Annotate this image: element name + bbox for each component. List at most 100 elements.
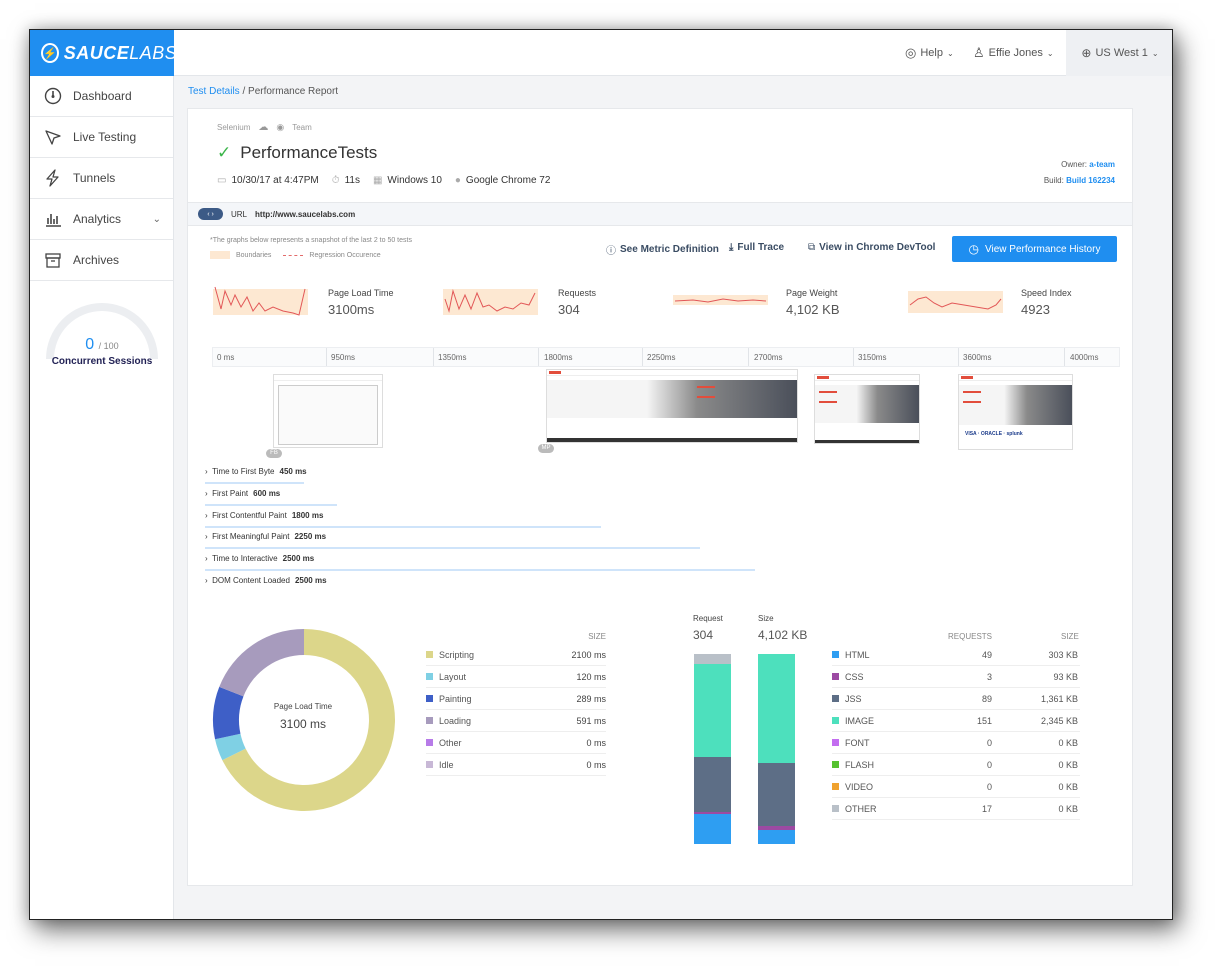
chrome-devtool-link[interactable]: ⧉ View in Chrome DevTool <box>808 242 935 253</box>
resource-row: VIDEO 0 0 KB <box>832 776 1080 798</box>
donut-slice-loading[interactable] <box>219 629 304 697</box>
saucelabs-logo[interactable]: ⚡ SAUCE LABS <box>30 30 177 76</box>
external-link-icon: ⧉ <box>808 242 816 253</box>
resource-size: 93 KB <box>1053 671 1078 682</box>
size-bar-segment-jss[interactable] <box>758 762 795 826</box>
frame-logo-row: VISA · ORACLE · splunk <box>965 431 1023 437</box>
filmstrip-frame-blank[interactable] <box>273 374 383 448</box>
filmstrip-frame-3600ms[interactable]: VISA · ORACLE · splunk <box>958 374 1073 450</box>
request-bar-segment-html[interactable] <box>694 813 731 844</box>
view-performance-history-button[interactable]: ◷ View Performance History <box>952 236 1117 262</box>
regression-swatch <box>283 254 304 256</box>
resource-type: OTHER <box>845 803 877 814</box>
url-toggle-button[interactable]: ‹ › <box>198 208 223 220</box>
user-menu[interactable]: ♙ Effie Jones ⌄ <box>973 45 1054 61</box>
build-label: Build: <box>1043 176 1064 185</box>
boundaries-swatch <box>210 251 230 259</box>
milestone-row[interactable]: › DOM Content Loaded 2500 ms <box>205 574 905 596</box>
performance-report-card: Selenium ☁ ◉ Team ✓ PerformanceTests ▭ 1… <box>187 108 1133 886</box>
donut-slice-layout[interactable] <box>215 733 246 761</box>
sidebar-item-analytics[interactable]: Analytics ⌄ <box>30 199 173 240</box>
request-bar-segment-jss[interactable] <box>694 757 731 813</box>
size-total: 4,102 KB <box>758 628 808 642</box>
legend-swatch <box>832 695 839 702</box>
sidebar-item-dashboard[interactable]: Dashboard <box>30 76 173 117</box>
milestone-value: 450 ms <box>279 467 307 476</box>
owner-link[interactable]: a-team <box>1089 160 1115 169</box>
resource-size: 303 KB <box>1048 649 1078 660</box>
test-date: 10/30/17 at 4:47PM <box>231 175 319 186</box>
help-menu[interactable]: ◎ Help ⌄ <box>905 45 954 61</box>
sessions-total: / 100 <box>98 341 119 351</box>
resource-row: JSS 89 1,361 KB <box>832 688 1080 710</box>
breakdown-value: 0 ms <box>586 737 606 748</box>
filmstrip-frame-1800ms[interactable] <box>546 369 798 443</box>
resource-size: 0 KB <box>1058 803 1078 814</box>
request-bar-segment-css[interactable] <box>694 812 731 814</box>
eye-icon: ◉ <box>276 122 285 132</box>
regression-label: Regression Occurence <box>309 251 381 259</box>
region-selector[interactable]: ⊕ US West 1 ⌄ <box>1066 30 1172 76</box>
calendar-icon: ▭ <box>217 175 227 186</box>
milestone-row[interactable]: › First Meaningful Paint 2250 ms <box>205 530 905 552</box>
breakdown-row: Loading 591 ms <box>426 710 606 732</box>
check-icon: ✓ <box>217 143 232 162</box>
breadcrumb: Test Details / Performance Report <box>188 86 338 97</box>
frame-footer <box>547 438 797 442</box>
timeline-tick: 950ms <box>331 353 356 362</box>
breadcrumb-test-details-link[interactable]: Test Details <box>188 86 240 97</box>
timeline-tick: 1800ms <box>544 353 573 362</box>
breakdown-value: 0 ms <box>586 759 606 770</box>
legend-swatch <box>832 783 839 790</box>
sidebar-item-archives[interactable]: Archives <box>30 240 173 281</box>
milestone-row[interactable]: › First Paint 600 ms <box>205 487 905 509</box>
resource-row: IMAGE 151 2,345 KB <box>832 710 1080 732</box>
app-window: ⚡ SAUCE LABS ◎ Help ⌄ ♙ Effie Jones ⌄ ⊕ … <box>29 29 1173 920</box>
milestone-row[interactable]: › First Contentful Paint 1800 ms <box>205 509 905 531</box>
filmstrip-frame-3150ms[interactable] <box>814 374 920 444</box>
build-info: Build: Build 162234 <box>1044 176 1115 185</box>
request-bar-segment-image[interactable] <box>694 664 731 758</box>
speed-index-metric: Speed Index 4923 <box>1021 288 1072 317</box>
metric-definition-link[interactable]: ⓘ See Metric Definition <box>606 242 719 257</box>
breakdown-label: Scripting <box>439 649 475 660</box>
region-label: US West 1 <box>1095 47 1148 59</box>
timeline-tick: 3150ms <box>858 353 887 362</box>
page-load-metric: Page Load Time 3100ms <box>328 288 394 317</box>
milestone-value: 600 ms <box>253 489 281 498</box>
chevron-down-icon: ⌄ <box>1151 48 1159 58</box>
donut-slice-scripting[interactable] <box>222 629 395 811</box>
timeline-tick: 3600ms <box>963 353 992 362</box>
lightning-icon <box>44 169 62 187</box>
timeline-divider <box>1064 348 1065 366</box>
requests-metric: Requests 304 <box>558 288 596 317</box>
frame-header <box>815 375 919 381</box>
resource-requests: 3 <box>986 671 992 682</box>
milestone-row[interactable]: › Time to First Byte 450 ms <box>205 465 905 487</box>
resource-requests: 151 <box>976 715 992 726</box>
timeline-divider <box>853 348 854 366</box>
sidebar-item-live-testing[interactable]: Live Testing <box>30 117 173 158</box>
chevron-down-icon: ⌄ <box>1046 48 1054 58</box>
size-bar-segment-image[interactable] <box>758 654 795 763</box>
milestone-label: DOM Content Loaded <box>212 576 290 585</box>
breadcrumb-current: / Performance Report <box>242 86 339 97</box>
resource-type: IMAGE <box>845 715 875 726</box>
size-bar-segment-css[interactable] <box>758 825 795 830</box>
breakdown-label: Loading <box>439 715 472 726</box>
size-bar-segment-html[interactable] <box>758 829 795 844</box>
full-trace-link[interactable]: ⤓ Full Trace <box>729 242 784 253</box>
breakdown-row: Idle 0 ms <box>426 754 606 776</box>
legend-swatch <box>426 673 433 680</box>
breakdown-row: Layout 120 ms <box>426 666 606 688</box>
sidebar-item-tunnels[interactable]: Tunnels <box>30 158 173 199</box>
legend-swatch <box>832 761 839 768</box>
frame-footer <box>815 440 919 443</box>
donut-slice-painting[interactable] <box>213 686 244 740</box>
request-bar-segment-other[interactable] <box>694 654 731 665</box>
page-load-sparkline <box>213 286 308 316</box>
frame-header <box>959 375 1072 381</box>
donut-center-value: 3100 ms <box>279 717 327 731</box>
milestone-row[interactable]: › Time to Interactive 2500 ms <box>205 552 905 574</box>
build-link[interactable]: Build 162234 <box>1066 176 1115 185</box>
